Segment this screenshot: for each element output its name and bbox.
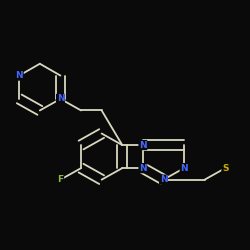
Text: F: F [58,175,64,184]
Text: N: N [57,94,64,104]
Text: S: S [222,164,228,173]
Text: N: N [180,164,188,173]
Text: N: N [139,164,147,173]
Text: N: N [16,71,23,80]
Text: N: N [139,140,147,149]
Text: N: N [160,175,167,184]
